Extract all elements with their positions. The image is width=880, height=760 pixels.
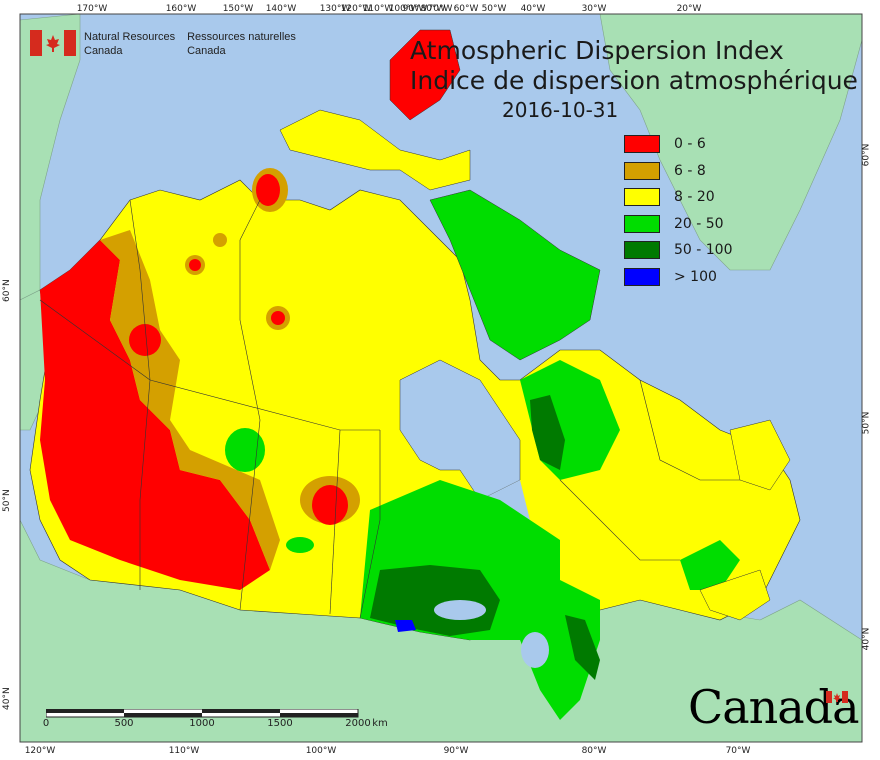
title-fr: Indice de dispersion atmosphérique — [410, 66, 858, 95]
tick-top-0: 170°W — [76, 4, 108, 14]
legend-label: 8 - 20 — [674, 189, 715, 206]
quebec-darkgreen — [530, 395, 565, 470]
legend-label: > 100 — [674, 268, 717, 285]
tick-top-8: 90°W — [402, 4, 428, 14]
tick-top-15: 20°W — [676, 4, 702, 14]
agency-signature: Natural Resources Canada Ressources natu… — [30, 30, 308, 58]
tick-bottom-4: 80°W — [581, 746, 607, 756]
ottawa-darkgreen — [565, 615, 600, 680]
tick-bottom-5: 70°W — [725, 746, 751, 756]
legend-swatch — [624, 188, 660, 207]
map-border — [19, 13, 863, 743]
tick-top-2: 150°W — [222, 4, 254, 14]
agency-en-line1: Natural Resources — [84, 31, 176, 43]
legend-item: 20 - 50 — [624, 211, 774, 238]
agency-name-en: Natural Resources Canada — [84, 30, 175, 58]
tick-bottom-0: 120°W — [24, 746, 56, 756]
tick-bottom-1: 110°W — [168, 746, 200, 756]
tick-right-1: 50°N — [861, 411, 872, 435]
newfoundland — [729, 419, 791, 491]
legend-item: 0 - 6 — [624, 131, 774, 158]
tick-top-3: 140°W — [265, 4, 297, 14]
tick-left-0: 60°N — [2, 279, 12, 302]
west-green-spot — [225, 428, 265, 472]
agency-fr-line1: Ressources naturelles — [187, 31, 296, 43]
agency-en-line2: Canada — [84, 45, 123, 57]
tick-top-13: 40°W — [520, 4, 546, 14]
legend-label: 20 - 50 — [674, 215, 724, 232]
ontario-blue — [395, 620, 416, 632]
west-orange-zone — [100, 230, 280, 570]
tick-top-6: 110°W — [362, 4, 394, 14]
legend-item: 6 - 8 — [624, 158, 774, 185]
canada-wordmark: Canada — [688, 680, 860, 734]
wordmark-flag-icon — [826, 691, 848, 703]
tick-top-4: 130°W — [319, 4, 351, 14]
agency-fr-line2: Canada — [187, 45, 226, 57]
scale-bar-graphic — [45, 708, 359, 718]
tick-top-11: 60°W — [453, 4, 479, 14]
tick-left-2: 40°N — [2, 687, 12, 710]
legend: 0 - 6 6 - 8 8 - 20 20 - 50 50 - 100 > 10… — [624, 131, 774, 290]
legend-item: 50 - 100 — [624, 237, 774, 264]
scale-label-1: 500 — [114, 718, 134, 729]
map-date: 2016-10-31 — [502, 98, 619, 122]
tick-top-1: 160°W — [165, 4, 197, 14]
tick-bottom-3: 90°W — [443, 746, 469, 756]
legend-label: 0 - 6 — [674, 136, 706, 153]
tick-top-12: 50°W — [481, 4, 507, 14]
legend-item: 8 - 20 — [624, 184, 774, 211]
maritimes-green — [680, 540, 740, 590]
arctic-islands — [279, 109, 471, 191]
tick-right-0: 60°N — [861, 143, 872, 167]
map-title: Atmospheric Dispersion Index Indice de d… — [410, 36, 860, 124]
tick-top-7: 100°W — [388, 4, 420, 14]
legend-swatch — [624, 267, 660, 286]
scale-label-2: 1000 — [189, 718, 215, 729]
provincial-borders — [39, 199, 740, 619]
scale-bar: 0 500 1000 1500 2000 km — [42, 706, 388, 736]
lake-huron — [521, 632, 549, 668]
legend-swatch — [624, 241, 660, 260]
scale-label-3: 1500 — [267, 718, 293, 729]
agency-name-fr: Ressources naturelles Canada — [187, 30, 296, 58]
legend-swatch — [624, 214, 660, 233]
legend-swatch — [624, 161, 660, 180]
tick-top-14: 30°W — [581, 4, 607, 14]
legend-item: > 100 — [624, 264, 774, 291]
scale-unit: km — [372, 718, 388, 729]
scale-label-0: 0 — [42, 718, 50, 729]
legend-label: 6 - 8 — [674, 162, 706, 179]
canada-flag-icon — [30, 30, 76, 56]
lake-superior — [434, 600, 486, 620]
legend-swatch — [624, 135, 660, 154]
ellesmere-red — [389, 29, 461, 121]
tick-top-9: 80°W — [420, 4, 446, 14]
tick-bottom-2: 100°W — [305, 746, 337, 756]
baffin-green — [429, 189, 601, 361]
tick-top-10: 70°W — [427, 4, 453, 14]
tick-top-5: 120°W — [340, 4, 372, 14]
nova-scotia — [699, 569, 771, 621]
scale-label-4: 2000 — [345, 718, 371, 729]
legend-label: 50 - 100 — [674, 242, 733, 259]
title-en: Atmospheric Dispersion Index — [410, 36, 784, 65]
tick-right-2: 40°N — [861, 627, 872, 651]
tick-left-1: 50°N — [2, 489, 12, 512]
